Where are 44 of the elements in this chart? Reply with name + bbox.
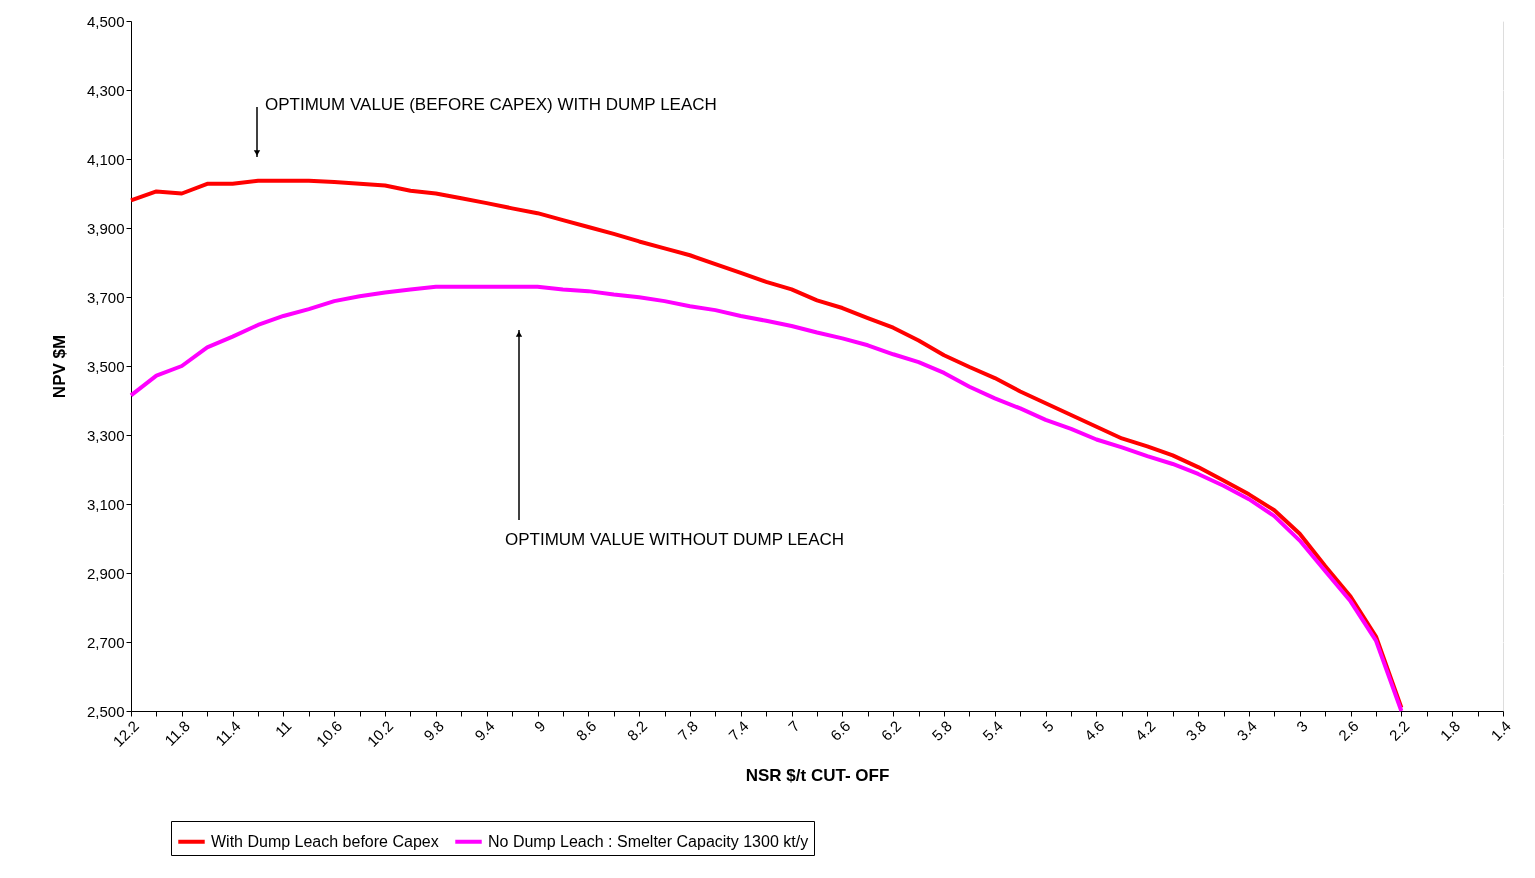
x-tick-label: 1.4 xyxy=(1487,717,1515,744)
x-tick-label: 9.4 xyxy=(471,717,498,744)
x-tick-label: 8.2 xyxy=(623,717,651,744)
y-tick-label: 4,100 xyxy=(86,150,125,168)
y-tick-label: 3,100 xyxy=(86,495,125,513)
annotation: OPTIMUM VALUE WITHOUT DUMP LEACH xyxy=(505,530,845,549)
x-tick-label: 11.4 xyxy=(211,717,244,749)
y-tick-label: 2,500 xyxy=(86,702,125,720)
y-axis-title: NPV $M xyxy=(49,334,69,399)
x-axis-title: NSR $/t CUT- OFF xyxy=(745,765,890,785)
legend-label: With Dump Leach before Capex xyxy=(211,832,439,850)
x-tick-label: 7.4 xyxy=(725,717,752,744)
x-tick-label: 7 xyxy=(784,717,803,736)
y-tick-label: 4,500 xyxy=(86,12,125,30)
y-tick-label: 4,300 xyxy=(86,81,125,99)
legend-label: No Dump Leach : Smelter Capacity 1300 kt/y xyxy=(488,832,809,850)
y-tick-label: 2,700 xyxy=(86,633,125,651)
annotation: OPTIMUM VALUE (BEFORE CAPEX) WITH DUMP LEACH xyxy=(265,95,717,114)
x-tick-label: 4.6 xyxy=(1080,717,1108,744)
x-tick-label: 6.6 xyxy=(826,717,854,744)
line-series xyxy=(129,178,1404,710)
x-tick-label: 11.8 xyxy=(161,717,193,749)
x-tick-label: 5 xyxy=(1038,717,1057,736)
x-tick-label: 4.2 xyxy=(1131,717,1159,744)
x-tick-label: 11 xyxy=(271,717,295,741)
x-tick-label: 9 xyxy=(530,717,549,736)
x-tick-label: 3.4 xyxy=(1233,717,1261,744)
line-series xyxy=(129,284,1404,713)
x-tick-label: 1.8 xyxy=(1436,717,1464,744)
x-tick-label: 2.6 xyxy=(1334,717,1362,744)
x-tick-label: 2.2 xyxy=(1385,717,1413,744)
x-tick-label: 5.4 xyxy=(979,717,1006,744)
x-tick-label: 3 xyxy=(1292,717,1311,736)
y-tick-label: 3,300 xyxy=(86,426,125,444)
y-tick-label: 2,900 xyxy=(86,564,125,582)
y-tick-label: 3,500 xyxy=(86,357,125,375)
x-tick-label: 9.8 xyxy=(420,717,447,744)
x-tick-label: 6.2 xyxy=(877,717,905,744)
x-tick-label: 7.8 xyxy=(674,717,702,744)
y-tick-label: 3,700 xyxy=(86,288,125,306)
x-tick-label: 8.6 xyxy=(572,717,600,744)
x-tick-label: 5.8 xyxy=(928,717,956,744)
y-tick-label: 3,900 xyxy=(86,219,125,237)
x-tick-label: 3.8 xyxy=(1182,717,1210,744)
